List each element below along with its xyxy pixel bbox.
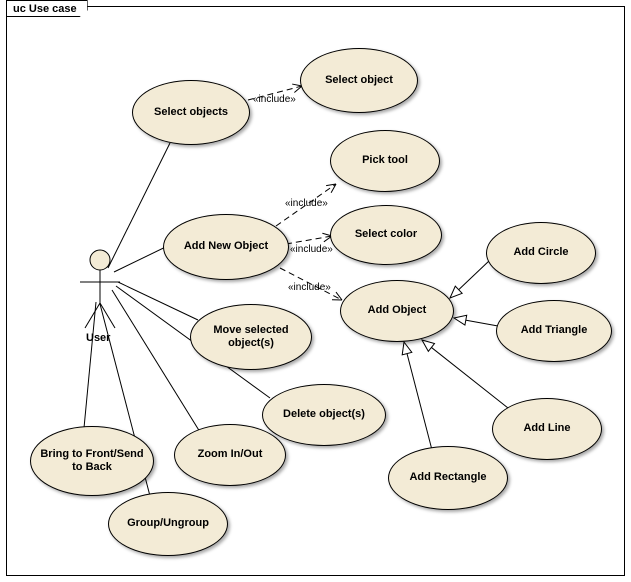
usecase-delete_objects: Delete object(s) — [262, 384, 386, 446]
uml-diagram-canvas: uc Use case User Select objects Select ob… — [0, 0, 631, 582]
actor-label: User — [86, 332, 110, 344]
include-label: «include» — [253, 94, 296, 105]
usecase-zoom: Zoom In/Out — [174, 424, 286, 486]
usecase-pick_tool: Pick tool — [330, 130, 440, 192]
usecase-add_circle: Add Circle — [486, 222, 596, 284]
usecase-select_objects: Select objects — [132, 80, 250, 145]
usecase-add_new_object: Add New Object — [163, 214, 289, 280]
include-label: «include» — [290, 244, 333, 255]
usecase-select_object: Select object — [300, 48, 418, 113]
frame-title-tab: uc Use case — [6, 0, 88, 17]
usecase-select_color: Select color — [330, 205, 442, 265]
include-label: «include» — [288, 282, 331, 293]
usecase-add_rectangle: Add Rectangle — [388, 446, 508, 510]
include-label: «include» — [285, 198, 328, 209]
usecase-add_triangle: Add Triangle — [496, 300, 612, 362]
usecase-move_selected: Move selected object(s) — [190, 304, 312, 370]
usecase-add_line: Add Line — [492, 398, 602, 460]
usecase-group: Group/Ungroup — [108, 492, 228, 556]
usecase-bring_front: Bring to Front/Send to Back — [30, 426, 154, 496]
usecase-add_object: Add Object — [340, 280, 454, 342]
